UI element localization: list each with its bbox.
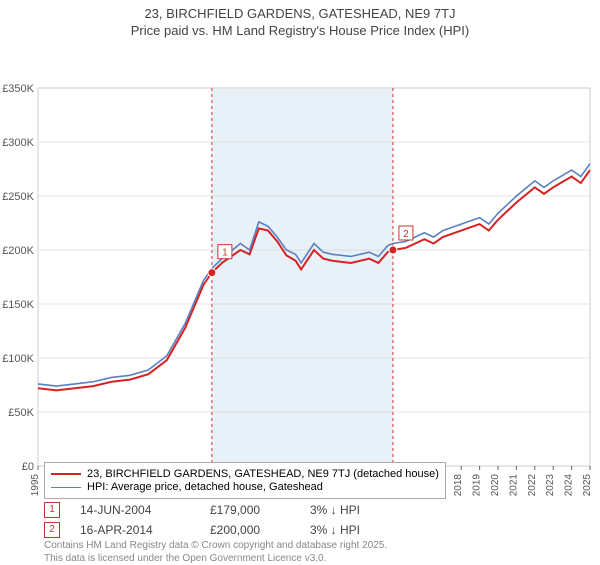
annotation-marker: 1	[44, 502, 60, 518]
svg-text:£50K: £50K	[8, 407, 34, 419]
svg-text:£100K: £100K	[2, 353, 34, 365]
svg-text:1995: 1995	[30, 474, 41, 497]
annotation-price: £200,000	[210, 523, 310, 537]
title-line-1: 23, BIRCHFIELD GARDENS, GATESHEAD, NE9 7…	[0, 6, 600, 21]
svg-text:2018: 2018	[453, 474, 464, 497]
legend-item: 23, BIRCHFIELD GARDENS, GATESHEAD, NE9 7…	[51, 468, 439, 480]
svg-text:2: 2	[403, 229, 409, 240]
legend-label: 23, BIRCHFIELD GARDENS, GATESHEAD, NE9 7…	[87, 468, 439, 480]
annotation-marker: 2	[44, 522, 60, 538]
price-chart: £0 £50K £100K £150K £200K £250K £300K £350K 1995…	[0, 38, 600, 498]
footer-line-2: This data is licensed under the Open Gov…	[44, 553, 387, 565]
annotation-date: 14-JUN-2004	[80, 503, 210, 517]
svg-text:1: 1	[222, 248, 228, 259]
svg-text:2021: 2021	[508, 474, 519, 497]
legend-swatch	[51, 473, 81, 475]
title-line-2: Price paid vs. HM Land Registry's House …	[0, 23, 600, 38]
svg-text:2022: 2022	[527, 474, 538, 497]
annotation-date: 16-APR-2014	[80, 523, 210, 537]
annotation-price: £179,000	[210, 503, 310, 517]
svg-text:2024: 2024	[564, 474, 575, 497]
sale-annotation-row: 2 16-APR-2014£200,0003% ↓ HPI	[44, 522, 360, 538]
svg-text:2025: 2025	[582, 474, 593, 497]
svg-text:£200K: £200K	[2, 245, 34, 257]
annotation-hpi-delta: 3% ↓ HPI	[310, 523, 360, 537]
svg-text:£150K: £150K	[2, 299, 34, 311]
footer-attribution: Contains HM Land Registry data © Crown c…	[44, 540, 387, 565]
legend-swatch	[51, 487, 81, 488]
annotation-hpi-delta: 3% ↓ HPI	[310, 503, 360, 517]
sale-annotation-row: 1 14-JUN-2004£179,0003% ↓ HPI	[44, 502, 360, 518]
svg-text:£0: £0	[22, 461, 34, 473]
svg-text:2019: 2019	[472, 474, 483, 497]
svg-text:£300K: £300K	[2, 137, 34, 149]
footer-line-1: Contains HM Land Registry data © Crown c…	[44, 540, 387, 553]
legend-item: HPI: Average price, detached house, Gate…	[51, 481, 439, 493]
svg-text:£350K: £350K	[2, 83, 34, 95]
chart-legend: 23, BIRCHFIELD GARDENS, GATESHEAD, NE9 7…	[44, 462, 446, 499]
legend-label: HPI: Average price, detached house, Gate…	[87, 481, 323, 493]
svg-text:2023: 2023	[545, 474, 556, 497]
svg-text:2020: 2020	[490, 474, 501, 497]
svg-text:£250K: £250K	[2, 191, 34, 203]
